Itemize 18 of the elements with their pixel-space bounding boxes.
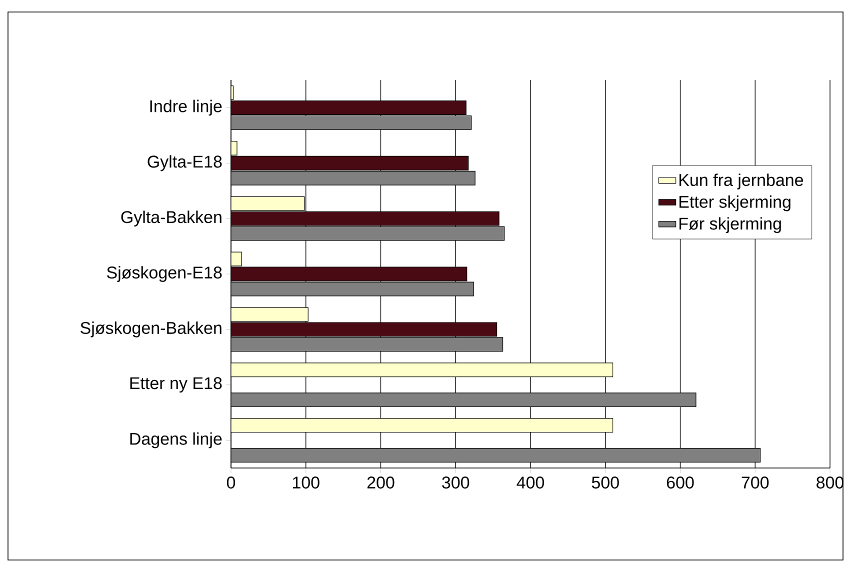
x-tick-label: 700 [742,476,769,489]
x-tick-label: 400 [516,476,544,489]
y-tick-label: Gylta-Bakken [121,210,222,226]
y-tick-label: Gylta-E18 [148,155,222,172]
x-tick-label: 300 [442,476,470,489]
legend-label: Før skjerming [680,217,781,234]
y-tick-label: Dagens linje [130,432,222,448]
legend-label: Kun fra jernbane [680,174,804,190]
legend-label: Etter skjerming [680,195,790,212]
y-tick-label: Etter ny E18 [130,377,222,393]
x-tick-label: 200 [367,476,394,489]
y-tick-label: Indre linje [150,100,222,116]
x-tick-label: 500 [592,476,619,489]
x-tick-label: 100 [293,476,320,489]
x-tick-label: 600 [666,476,694,489]
y-tick-label: Sjøskogen-Bakken [80,322,222,338]
x-tick-label: 0 [226,476,236,489]
y-tick-label: Sjøskogen-E18 [107,266,222,282]
